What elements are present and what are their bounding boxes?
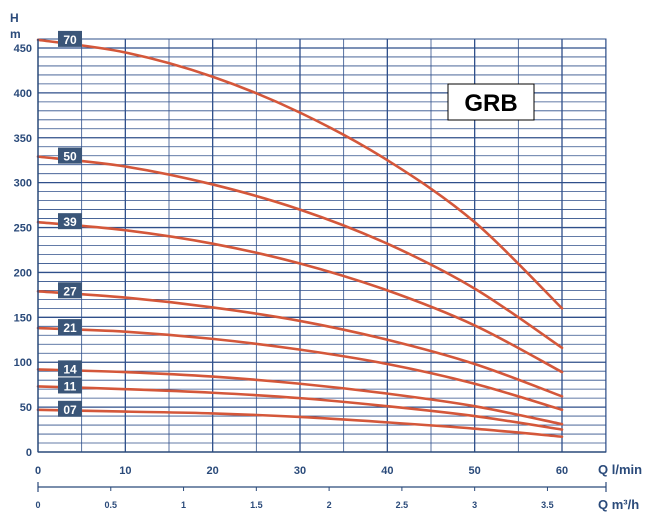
curve-label-box-14	[58, 360, 82, 377]
x2-tick-label: 2.5	[396, 500, 409, 510]
x-tick-label: 10	[119, 465, 131, 477]
curve-label-14: 14	[63, 362, 77, 376]
curve-label-70: 70	[63, 33, 77, 47]
curve-label-box-50	[58, 147, 82, 164]
x-tick-label: 20	[207, 465, 219, 477]
x2-tick-label: 2	[327, 500, 332, 510]
curve-label-39: 39	[63, 215, 77, 229]
y-tick-label: 300	[14, 178, 32, 190]
x-axis-label: Q l/min	[598, 462, 642, 477]
model-label: GRB	[464, 90, 517, 117]
y-axis-label-top: H	[10, 11, 19, 25]
y-tick-label: 0	[26, 447, 32, 459]
x2-tick-label: 0.5	[105, 500, 118, 510]
curve-70	[36, 38, 564, 310]
x2-tick-label: 0	[35, 500, 40, 510]
curve-label-box-39	[58, 213, 82, 230]
y-tick-label: 100	[14, 357, 32, 369]
x2-tick-label: 3.5	[541, 500, 554, 510]
curve-label-box-21	[58, 319, 82, 336]
x2-tick-label: 1	[181, 500, 186, 510]
curve-label-21: 21	[63, 321, 77, 335]
y-axis-label-unit: m	[10, 27, 21, 41]
curve-39	[36, 220, 564, 374]
curve-label-box-27	[58, 282, 82, 299]
y-tick-label: 400	[14, 88, 32, 100]
x-tick-label: 30	[294, 465, 306, 477]
x2-tick-label: 1.5	[250, 500, 263, 510]
x-tick-label: 40	[381, 465, 393, 477]
x-tick-label: 60	[556, 465, 568, 477]
model-badge: GRB	[447, 83, 535, 121]
y-tick-label: 350	[14, 133, 32, 145]
curve-21	[36, 326, 564, 412]
curve-label-box-07	[58, 400, 82, 417]
x-tick-label: 0	[35, 465, 41, 477]
curve-labels: 70 50 39 27 21 14 11 07	[58, 30, 82, 417]
y-tick-label: 450	[14, 43, 32, 55]
x2-axis-label: Q m³/h	[598, 497, 639, 512]
curve-label-50: 50	[63, 150, 77, 164]
y-tick-label: 150	[14, 312, 32, 324]
curve-14	[36, 368, 564, 426]
curves	[36, 38, 564, 439]
curve-11	[36, 385, 564, 431]
y-tick-label: 200	[14, 267, 32, 279]
curve-label-box-70	[58, 30, 82, 47]
curve-07	[36, 408, 564, 439]
x2-tick-label: 3	[472, 500, 477, 510]
x-tick-label: 50	[469, 465, 481, 477]
y-tick-label: 50	[20, 402, 32, 414]
curve-27	[36, 289, 564, 398]
curve-label-box-11	[58, 377, 82, 394]
curve-label-11: 11	[64, 379, 77, 393]
y-tick-label: 250	[14, 223, 32, 235]
curve-50	[36, 155, 564, 350]
curve-label-07: 07	[63, 403, 77, 417]
curve-label-27: 27	[63, 284, 77, 298]
